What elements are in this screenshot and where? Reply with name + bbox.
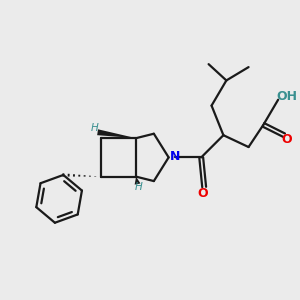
Text: O: O (197, 187, 208, 200)
Text: H: H (91, 123, 98, 133)
Text: OH: OH (276, 90, 297, 103)
Polygon shape (135, 177, 140, 184)
Text: H: H (135, 182, 143, 192)
Polygon shape (97, 129, 136, 138)
Text: N: N (170, 150, 180, 163)
Text: O: O (282, 133, 292, 146)
